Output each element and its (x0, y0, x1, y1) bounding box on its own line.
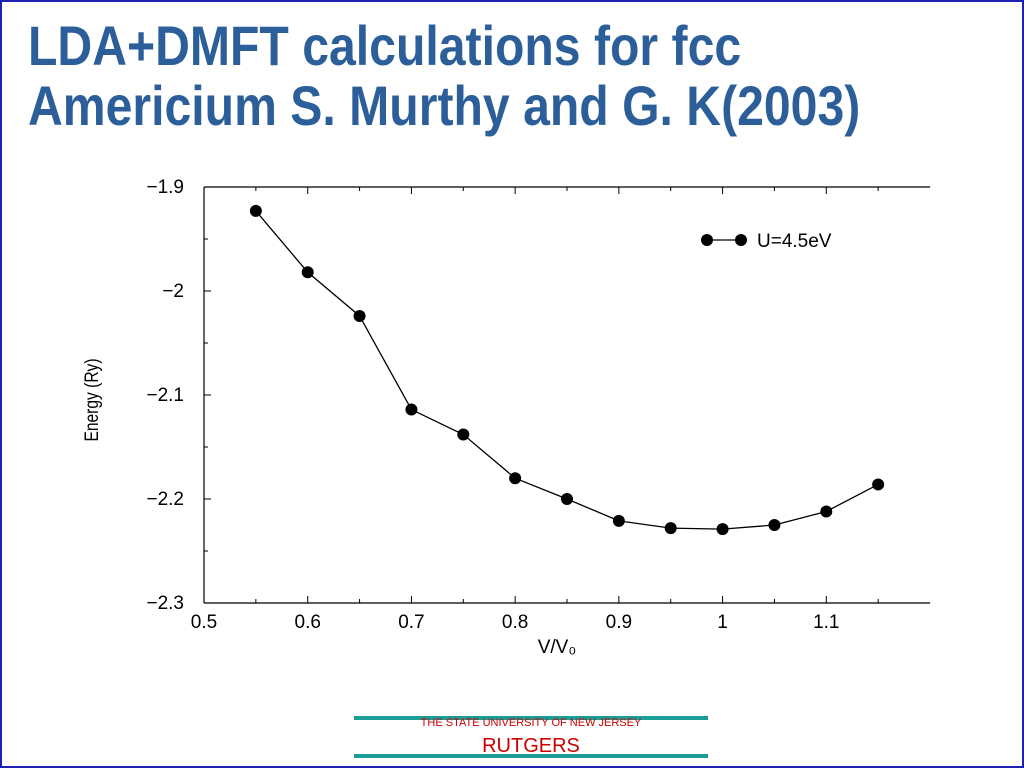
data-point (716, 523, 729, 536)
footer-rutgers: RUTGERS (482, 735, 580, 757)
x-tick-label: 0.5 (191, 612, 217, 633)
y-tick-label: −2 (162, 281, 184, 302)
data-point (561, 493, 573, 505)
footer-university: THE STATE UNIVERSITY OF NEW JERSEY (420, 717, 642, 729)
x-tick-label: 0.6 (295, 612, 321, 633)
y-tick-label: −2.1 (146, 385, 184, 406)
data-point (457, 428, 470, 441)
data-point (872, 478, 885, 491)
x-tick-label: 1 (717, 612, 728, 633)
y-tick-label: −1.9 (146, 177, 184, 198)
slide-title: LDA+DMFT calculations for fcc Americium … (28, 16, 871, 136)
data-point (301, 266, 314, 279)
data-point (249, 204, 262, 217)
footer-bottom-rule (354, 754, 708, 758)
title-line-1: LDA+DMFT calculations for fcc (28, 14, 742, 77)
data-point (405, 403, 418, 416)
x-tick-label: 0.8 (502, 612, 528, 633)
data-point (612, 514, 625, 527)
data-point (509, 472, 522, 485)
title-line-2: Americium S. Murthy and G. K(2003) (28, 74, 861, 137)
legend-label: U=4.5eV (757, 231, 832, 252)
data-point (820, 505, 833, 518)
series-line (255, 210, 879, 530)
y-axis-label: Energy (Ry) (81, 358, 103, 441)
data-point (664, 522, 677, 535)
footer-top-rule (354, 716, 708, 720)
legend-marker (701, 234, 713, 246)
x-tick-label: 1.1 (813, 612, 839, 633)
y-tick-label: −2.3 (146, 593, 184, 614)
legend-marker (735, 234, 747, 246)
data-point (353, 309, 366, 322)
x-axis-label: V/V₀ (538, 637, 577, 658)
x-tick-label: 0.9 (606, 612, 632, 633)
data-point (768, 519, 781, 531)
y-tick-label: −2.2 (146, 489, 184, 510)
x-tick-label: 0.7 (398, 612, 424, 633)
